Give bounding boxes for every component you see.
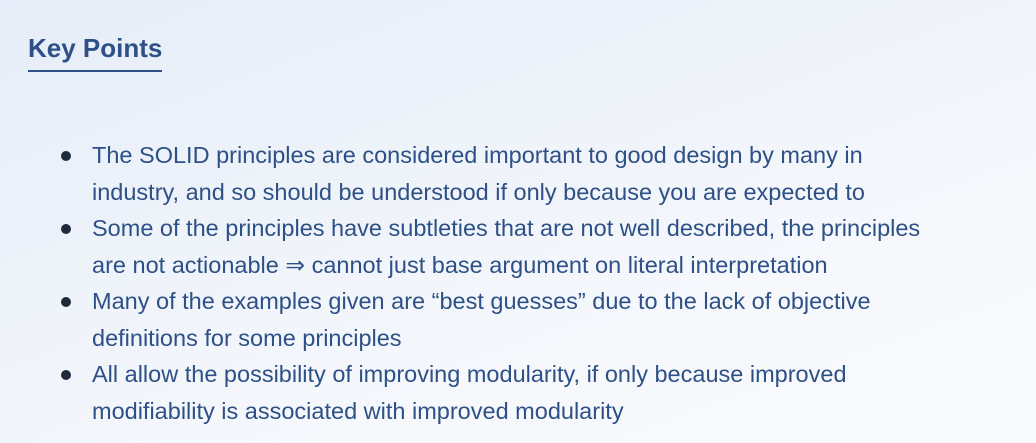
bullet-item-4: All allow the possibility of improving m… [60, 356, 1020, 429]
bullet-icon [61, 224, 71, 234]
bullet-text-line: Many of the examples given are “best gue… [92, 288, 871, 314]
bullet-icon [61, 297, 71, 307]
bullet-text-line: All allow the possibility of improving m… [92, 361, 847, 387]
bullet-text-line: Some of the principles have subtleties t… [92, 215, 921, 241]
bullet-item-3: Many of the examples given are “best gue… [60, 283, 1020, 356]
bullet-item-1: The SOLID principles are considered impo… [60, 137, 1020, 210]
slide-title: Key Points [28, 30, 163, 72]
bullet-text-line: The SOLID principles are considered impo… [92, 142, 863, 168]
bullet-item-2: Some of the principles have subtleties t… [60, 210, 1020, 283]
bullet-icon [61, 370, 71, 380]
bullet-text-line: modifiability is associated with improve… [92, 397, 624, 424]
key-points-list: The SOLID principles are considered impo… [60, 137, 1020, 429]
bullet-text-line: industry, and so should be understood if… [92, 178, 865, 205]
bullet-icon [61, 151, 71, 161]
bullet-text-line: definitions for some principles [92, 324, 402, 351]
bullet-text-line: are not actionable ⇒ cannot just base ar… [92, 251, 828, 278]
